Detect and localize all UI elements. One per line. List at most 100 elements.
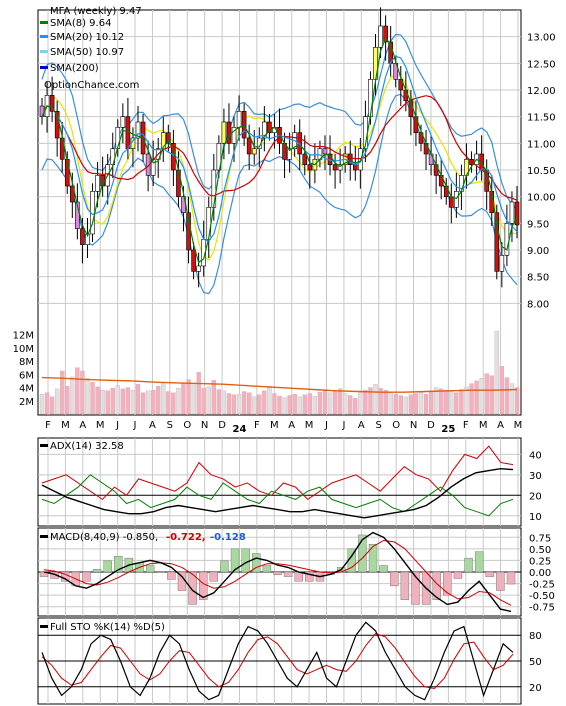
x-label: F	[254, 420, 260, 431]
volume-y-tick: 12M	[13, 331, 34, 342]
x-label: M	[479, 420, 488, 431]
x-label: J	[115, 420, 119, 431]
macd-hist-bar	[103, 560, 112, 573]
volume-bar	[49, 396, 55, 415]
volume-bar	[494, 331, 499, 415]
volume-bar	[479, 378, 484, 415]
macd-hist-bar	[496, 571, 505, 591]
macd-hist-bar	[145, 565, 155, 573]
sma8-line	[41, 37, 518, 264]
macd-hist-bar	[82, 571, 91, 582]
x-label: M	[270, 420, 279, 431]
volume-bar	[267, 386, 272, 415]
x-label: M	[305, 420, 314, 431]
candle-body	[236, 111, 242, 128]
adx-legend: ADX(14) 32.58	[50, 441, 124, 452]
stochastic-y-tick: 20	[529, 683, 542, 694]
volume-bar	[418, 392, 424, 415]
x-label: A	[497, 420, 504, 431]
price-y-tick: 13.00	[527, 33, 556, 44]
candle-body	[246, 137, 252, 155]
candle-body	[514, 201, 520, 226]
macd-panel: 0.750.500.250.00-0.25-0.50-0.75 MACD(8,4…	[37, 527, 555, 617]
legend-sma200: SMA(200)	[50, 63, 99, 74]
macd-hist-bar	[92, 569, 102, 573]
volume-bar	[90, 382, 95, 415]
macd-hist-bar	[156, 571, 165, 573]
candle-body	[378, 25, 383, 48]
volume-bar	[176, 388, 181, 415]
macd-hist-bar	[188, 571, 197, 605]
adx-y-tick: 30	[529, 471, 542, 482]
volume-bar	[393, 394, 398, 415]
price-grid	[38, 10, 521, 415]
macd-legend: MACD(8,40,9) -0.850,	[50, 532, 158, 543]
stochastic-d-line	[41, 632, 514, 690]
volume-bar	[236, 394, 242, 415]
volume-bar	[423, 394, 429, 415]
macd-y-tick: 0.50	[529, 545, 551, 556]
price-y-tick: 10.50	[527, 166, 556, 177]
volume-bar	[464, 386, 469, 415]
price-y-ticks: 13.00 12.50 12.00 11.50 11.00 10.50 10.00 9.50 9…	[527, 33, 556, 311]
price-y-tick: 11.00	[527, 139, 556, 150]
volume-bar	[297, 396, 302, 415]
volume-bar	[206, 386, 211, 415]
legend-sma200-swatch	[40, 66, 48, 69]
candle-body	[418, 132, 424, 144]
macd-hist-bar	[262, 565, 272, 573]
x-label: F	[463, 420, 469, 431]
macd-legend-signal: -0.722,	[166, 532, 206, 543]
volume-bar	[201, 388, 206, 415]
candle-body	[95, 175, 100, 192]
macd-hist-bar	[443, 571, 452, 596]
x-label: M	[96, 420, 105, 431]
volume-bar	[196, 372, 201, 415]
volume-bar	[262, 390, 267, 415]
volume-bar	[343, 393, 348, 415]
candle-body	[494, 212, 500, 272]
volume-bar	[282, 397, 287, 415]
volume-bar	[428, 390, 434, 415]
volume-bar	[353, 397, 358, 415]
volume-bar	[252, 396, 257, 415]
candle-body	[398, 79, 404, 91]
volume-y-tick: 8M	[19, 357, 34, 368]
volume-bar	[145, 390, 151, 415]
volume-bar	[247, 392, 252, 415]
volume-bar	[44, 392, 50, 415]
volume-bars	[39, 331, 520, 415]
candle-body	[80, 228, 85, 245]
x-label: J	[341, 420, 345, 431]
candle-body	[125, 116, 131, 149]
x-label: A	[79, 420, 86, 431]
volume-bar	[317, 392, 323, 415]
volume-bar	[287, 395, 292, 415]
adx-lines	[41, 445, 514, 519]
volume-bar	[504, 377, 510, 415]
volume-bar	[312, 395, 318, 415]
candle-body	[85, 233, 90, 245]
volume-bar	[105, 390, 110, 415]
volume-bar	[115, 385, 120, 415]
volume-bar	[403, 396, 408, 415]
volume-bar	[307, 393, 312, 415]
volume-bar	[272, 393, 277, 415]
stochastic-lines	[41, 621, 514, 701]
volume-bar	[156, 386, 161, 415]
volume-bar	[60, 370, 65, 415]
legend-sma50-swatch	[40, 50, 48, 53]
volume-y-tick: 10M	[13, 344, 34, 355]
adx-panel: 40 30 20 10 ADX(14) 32.58	[37, 437, 542, 527]
macd-hist-bar	[294, 571, 303, 582]
volume-average-line	[41, 376, 518, 393]
stochastic-y-tick: 80	[529, 631, 542, 642]
volume-bar	[383, 390, 388, 415]
sma-lines	[41, 37, 518, 264]
volume-bar	[459, 389, 464, 415]
price-y-tick: 9.00	[527, 246, 549, 257]
x-label: O	[183, 420, 191, 431]
macd-y-tick: -0.75	[529, 603, 555, 614]
price-y-tick: 11.50	[527, 113, 556, 124]
x-label: J	[133, 420, 137, 431]
